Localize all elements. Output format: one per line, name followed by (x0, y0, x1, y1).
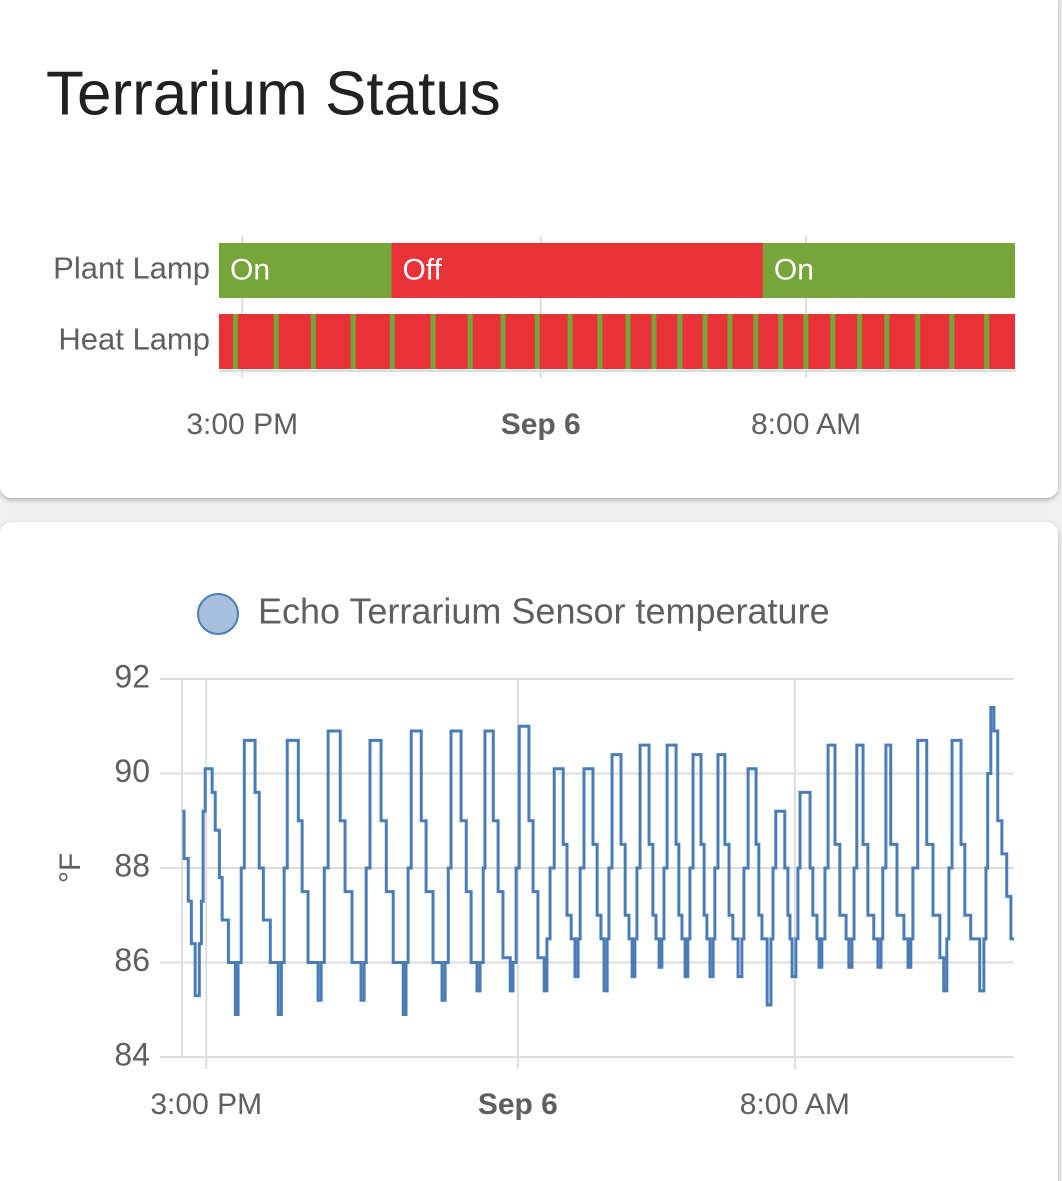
state-segment (625, 314, 631, 369)
row-background (219, 314, 1015, 369)
y-tick-label: 84 (114, 1036, 150, 1072)
legend-marker (197, 593, 239, 635)
row-label: Heat Lamp (58, 322, 210, 357)
x-tick-label: Sep 6 (478, 1088, 558, 1121)
x-tick-label: 3:00 PM (186, 408, 298, 441)
state-segment (310, 314, 316, 369)
state-segment (389, 314, 395, 369)
state-label: Off (402, 253, 442, 286)
row-label: Plant Lamp (53, 251, 210, 286)
state-segment (219, 243, 392, 298)
state-segment (949, 314, 955, 369)
state-segment (232, 314, 238, 369)
state-segment (830, 314, 836, 369)
state-segment (500, 314, 506, 369)
state-segment (534, 314, 540, 369)
x-tick-label: 8:00 AM (740, 1088, 850, 1121)
state-segment (597, 314, 603, 369)
state-segment (857, 314, 863, 369)
state-label: On (230, 253, 270, 286)
state-segment (567, 314, 573, 369)
state-segment (727, 314, 733, 369)
state-segment (884, 314, 890, 369)
state-segment (778, 314, 784, 369)
state-segment (753, 314, 759, 369)
state-segment (915, 314, 921, 369)
x-tick-label: 3:00 PM (150, 1088, 262, 1121)
y-tick-label: 88 (114, 847, 150, 883)
state-segment (391, 243, 763, 298)
state-segment (430, 314, 436, 369)
state-segment (702, 314, 708, 369)
series-line (182, 705, 1014, 1016)
y-tick-label: 90 (114, 753, 150, 789)
state-segment (273, 314, 279, 369)
x-tick-label: Sep 6 (501, 408, 581, 441)
y-tick-label: 92 (114, 658, 150, 694)
state-segment (677, 314, 683, 369)
y-tick-label: 86 (114, 942, 150, 978)
y-axis-label: °F (54, 853, 87, 883)
state-segment (803, 314, 809, 369)
x-tick-label: 8:00 AM (751, 408, 861, 441)
card-title: Terrarium Status (46, 59, 501, 128)
history-card (0, 522, 1058, 1181)
state-segment (762, 243, 1015, 298)
legend-label: Echo Terrarium Sensor temperature (258, 591, 830, 632)
state-segment (467, 314, 473, 369)
state-segment (984, 314, 990, 369)
state-segment (651, 314, 657, 369)
state-segment (350, 314, 356, 369)
state-label: On (774, 253, 814, 286)
